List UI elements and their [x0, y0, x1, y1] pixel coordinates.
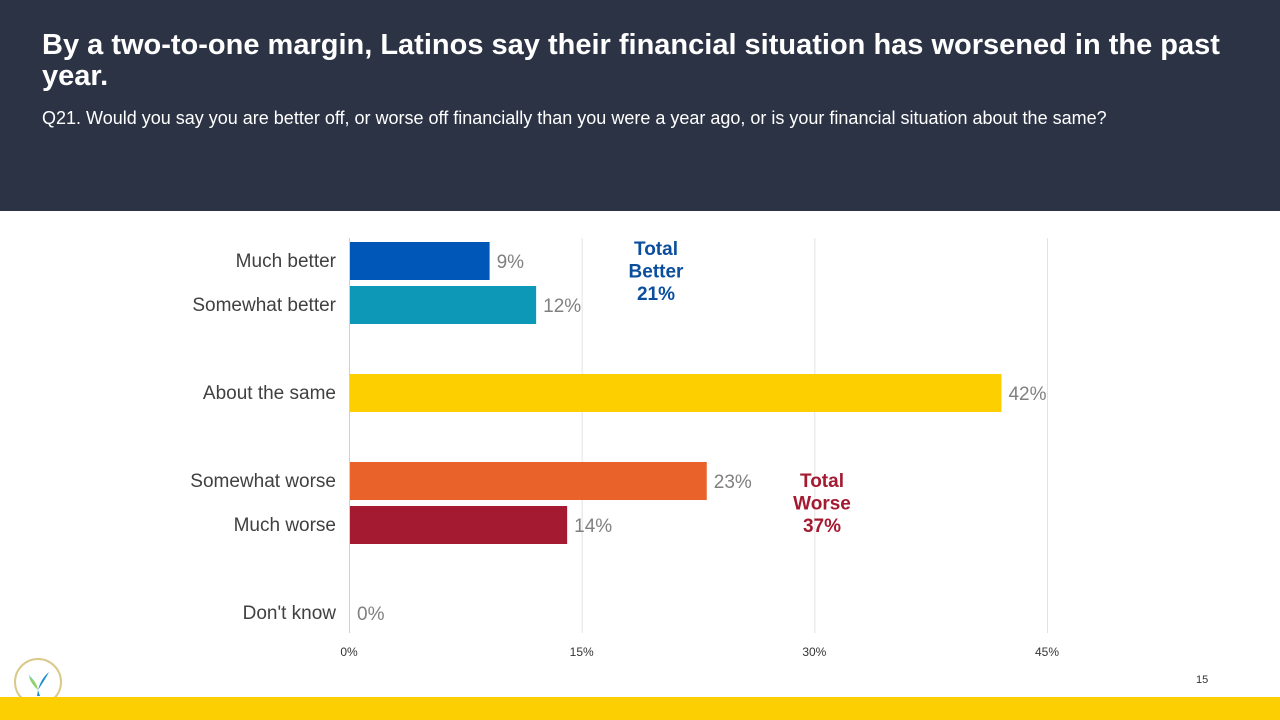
leaf-bird-logo-icon	[28, 672, 49, 696]
x-tick-label: 45%	[1035, 645, 1059, 659]
annotation-text: 37%	[803, 516, 841, 537]
bar	[350, 242, 490, 280]
bar-chart: 0% 15% 30% 45% Much better 9% Somewhat better 1…	[190, 238, 1059, 659]
page-title: By a two-to-one margin, Latinos say thei…	[42, 29, 1220, 92]
category-label: Somewhat better	[192, 295, 336, 316]
category-label: Much worse	[234, 515, 336, 536]
survey-question: Q21. Would you say you are better off, o…	[42, 108, 1107, 128]
bar	[350, 506, 568, 544]
footer-band	[0, 697, 1280, 720]
bar	[350, 286, 537, 324]
category-label: Somewhat worse	[190, 471, 336, 492]
annotation-text: Total	[634, 239, 678, 260]
x-tick-label: 30%	[802, 645, 826, 659]
category-label: About the same	[203, 383, 336, 404]
bar	[350, 462, 707, 500]
data-label: 23%	[714, 472, 752, 493]
annotation-text: Total	[800, 471, 844, 492]
x-tick-label: 15%	[570, 645, 594, 659]
x-tick-label: 0%	[340, 645, 358, 659]
page-number: 15	[1196, 674, 1209, 686]
data-label: 42%	[1008, 384, 1046, 405]
category-label: Don't know	[243, 603, 337, 624]
data-label: 0%	[357, 604, 385, 625]
header-banner: By a two-to-one margin, Latinos say thei…	[0, 0, 1280, 211]
data-label: 12%	[543, 296, 581, 317]
annotation-text: Worse	[793, 494, 851, 515]
annotation-text: 21%	[637, 284, 675, 305]
annotation-text: Better	[629, 262, 685, 283]
data-label: 14%	[574, 516, 612, 537]
category-label: Much better	[236, 251, 337, 272]
bar	[350, 374, 1002, 412]
data-label: 9%	[497, 252, 525, 273]
